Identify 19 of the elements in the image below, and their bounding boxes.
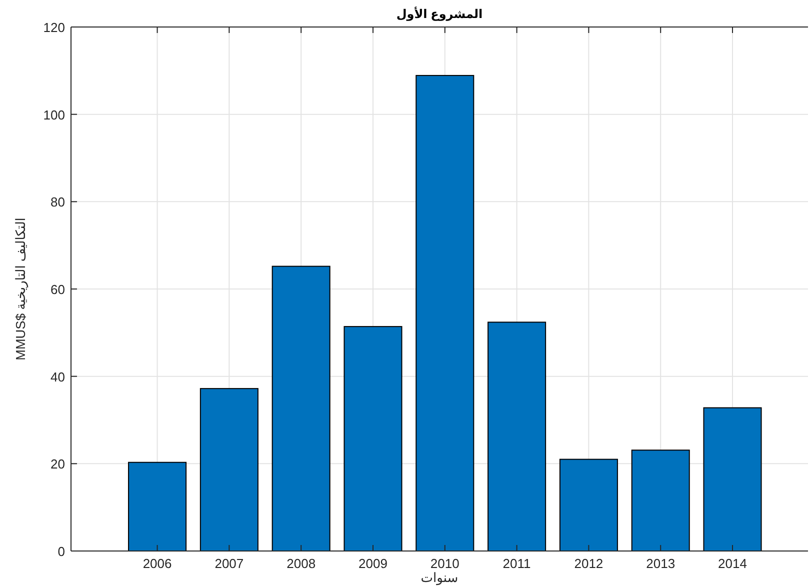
x-tick-label: 2008 — [286, 556, 316, 571]
y-tick-label: 120 — [43, 20, 65, 35]
x-axis-title: سنوات — [420, 570, 458, 586]
y-tick-label: 20 — [50, 456, 65, 472]
y-tick-label: 100 — [43, 107, 65, 122]
y-axis-title: التكاليف التاريخية $MMUS — [13, 218, 29, 360]
x-tick-label: 2013 — [646, 556, 676, 571]
x-tick-label: 2011 — [502, 556, 531, 571]
y-tick-label: 60 — [50, 282, 65, 297]
x-tick-label: 2007 — [214, 556, 244, 571]
y-tick-label: 80 — [50, 194, 65, 210]
x-tick-label: 2014 — [718, 556, 747, 571]
y-tick-label: 0 — [58, 544, 65, 559]
x-tick-label: 2012 — [574, 556, 604, 571]
x-tick-label: 2010 — [430, 556, 460, 571]
y-tick-label: 40 — [50, 369, 65, 384]
x-tick-label: 2006 — [142, 556, 172, 571]
chart-title: المشروع الأول — [396, 6, 483, 21]
x-tick-label: 2009 — [358, 556, 388, 571]
